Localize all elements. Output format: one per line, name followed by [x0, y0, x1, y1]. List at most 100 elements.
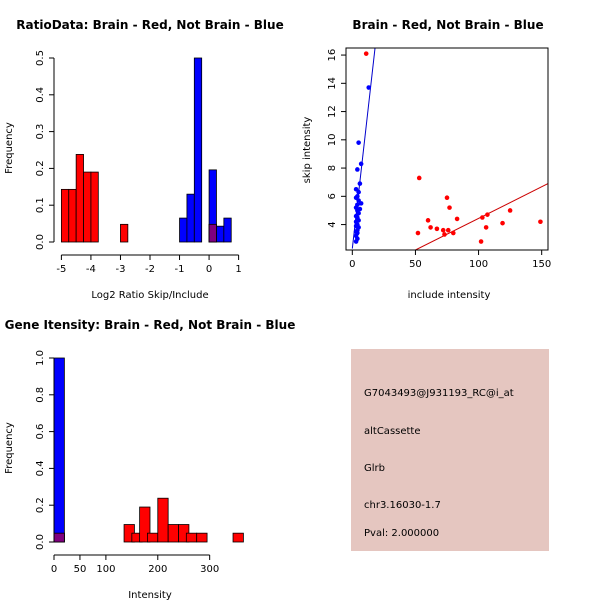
brain-scatter-point — [442, 232, 447, 237]
x-tick-label: 50 — [74, 564, 87, 575]
gene-name: Glrb — [364, 463, 385, 474]
x-tick-label: 300 — [200, 564, 219, 575]
ratio-histogram-xlabel: Log2 Ratio Skip/Include — [91, 290, 208, 301]
brain-histogram-bar — [232, 532, 244, 543]
brain-scatter-point — [447, 205, 452, 210]
overlap-histogram-bar — [208, 223, 217, 243]
brain-scatter-point — [478, 239, 484, 244]
y-tick-label: 0.6 — [35, 424, 46, 440]
y-tick-label: 6 — [327, 193, 338, 199]
not-brain-scatter-point — [358, 161, 364, 167]
ratio-histogram-ylabel: Frequency — [4, 122, 15, 174]
overlap-histogram-bar — [53, 532, 65, 543]
x-tick-label: -1 — [175, 264, 185, 275]
brain-scatter-point — [415, 230, 421, 236]
genomic-location: chr3.16030-1.7 — [364, 500, 441, 511]
brain-scatter-point — [507, 208, 513, 213]
y-tick-label: 0.8 — [35, 387, 46, 403]
scatter-xlabel: include intensity — [408, 290, 491, 301]
not-brain-scatter-point — [366, 85, 372, 90]
brain-scatter-point — [425, 218, 431, 223]
not-brain-scatter-point — [353, 186, 359, 192]
x-tick-label: 50 — [409, 259, 422, 270]
brain-scatter-point — [485, 212, 490, 217]
y-tick-label: 14 — [327, 77, 338, 90]
gene-intensity-histogram: Gene Itensity: Brain - Red, Not Brain - … — [4, 318, 295, 600]
brain-histogram-bar — [68, 188, 77, 243]
x-tick-label: 0 — [349, 259, 355, 270]
brain-scatter-point — [500, 220, 505, 226]
brain-scatter-point — [454, 216, 460, 222]
scatter-title: Brain - Red, Not Brain - Blue — [352, 18, 543, 32]
intensity-scatter: Brain - Red, Not Brain - Blue include in… — [302, 18, 551, 301]
scatter-ylabel: skip intensity — [302, 117, 313, 184]
y-tick-label: 0.0 — [35, 534, 46, 550]
info-panel-background — [351, 349, 549, 551]
not-brain-histogram-bar — [223, 217, 232, 243]
probe-id: G7043493@J931193_RC@i_at — [364, 388, 514, 399]
gene-histogram-xlabel: Intensity — [128, 590, 172, 600]
not-brain-histogram-bar — [179, 217, 188, 243]
brain-histogram-bar — [120, 223, 129, 243]
brain-scatter-point — [434, 226, 440, 232]
brain-histogram-bar — [157, 497, 169, 543]
x-tick-label: 150 — [532, 259, 551, 270]
y-tick-label: 0.4 — [35, 87, 46, 103]
x-tick-label: -5 — [56, 264, 66, 275]
gene-histogram-title: Gene Itensity: Brain - Red, Not Brain - … — [5, 318, 296, 332]
y-tick-label: 0.1 — [35, 197, 46, 213]
gene-histogram-ylabel: Frequency — [4, 422, 15, 474]
brain-histogram-bar — [196, 532, 208, 543]
y-tick-label: 0.3 — [35, 124, 46, 140]
brain-scatter-point — [363, 51, 369, 56]
not-brain-scatter-point — [357, 206, 363, 212]
not-brain-histogram-bar — [216, 225, 225, 243]
x-tick-label: 100 — [96, 564, 115, 575]
scatter-plot-frame — [345, 47, 549, 251]
brain-histogram-bar — [167, 524, 179, 543]
brain-scatter-point — [428, 225, 433, 230]
brain-scatter-point — [480, 215, 485, 220]
y-tick-label: 8 — [327, 165, 338, 171]
not-brain-scatter-point — [355, 167, 360, 172]
brain-histogram-bar — [139, 506, 151, 543]
not-brain-scatter-point — [355, 202, 360, 208]
y-tick-label: 0.5 — [35, 50, 46, 66]
y-tick-label: 0.4 — [35, 460, 46, 476]
brain-histogram-bar — [185, 532, 198, 543]
y-tick-label: 16 — [327, 49, 338, 62]
not-brain-scatter-point — [356, 140, 361, 145]
y-tick-label: 12 — [327, 105, 338, 118]
brain-scatter-point — [444, 195, 450, 201]
x-tick-label: 1 — [235, 264, 241, 275]
y-tick-label: 0.0 — [35, 234, 46, 250]
x-tick-label: -3 — [115, 264, 125, 275]
brain-scatter-point — [416, 175, 422, 181]
info-panel: G7043493@J931193_RC@i_at altCassette Glr… — [351, 349, 549, 551]
not-brain-histogram-bar — [186, 193, 195, 243]
brain-histogram-bar — [75, 154, 84, 243]
y-tick-label: 4 — [327, 221, 338, 227]
y-tick-label: 0.2 — [35, 497, 46, 513]
brain-scatter-point — [538, 219, 543, 225]
x-tick-label: -2 — [145, 264, 155, 275]
brain-histogram-bar — [83, 171, 92, 243]
brain-scatter-point — [451, 230, 456, 236]
y-tick-label: 0.2 — [35, 160, 46, 176]
brain-scatter-point — [483, 225, 489, 230]
brain-scatter-point — [440, 227, 446, 233]
not-brain-scatter-point — [355, 194, 360, 199]
pval-label: Pval: 2.000000 — [364, 528, 439, 539]
x-tick-label: -4 — [86, 264, 96, 275]
brain-scatter-point — [445, 227, 451, 233]
brain-histogram-bar — [90, 171, 99, 243]
x-tick-label: 0 — [206, 264, 212, 275]
brain-histogram-bar — [147, 532, 159, 543]
x-tick-label: 100 — [469, 259, 488, 270]
y-tick-label: 1.0 — [35, 350, 46, 366]
ratio-histogram: RatioData: Brain - Red, Not Brain - Blue… — [4, 18, 284, 301]
y-tick-label: 10 — [327, 133, 338, 146]
x-tick-label: 0 — [51, 564, 57, 575]
event-type: altCassette — [364, 426, 421, 437]
